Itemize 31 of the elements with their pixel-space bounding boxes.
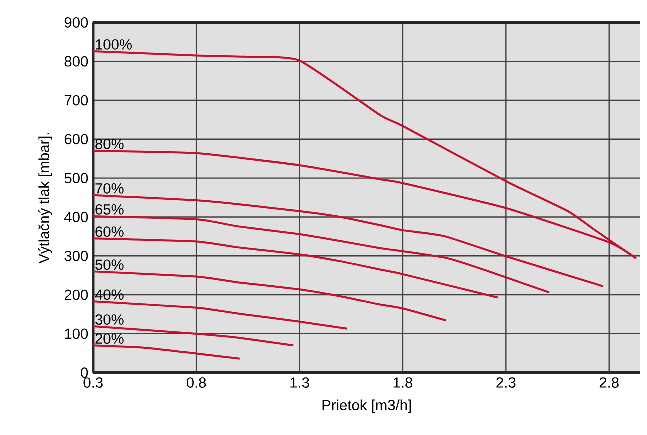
y-axis-title: Výtlačný tlak [mbar]. bbox=[38, 133, 52, 264]
x-tick-label: 0.3 bbox=[84, 378, 103, 388]
x-tick-label: 1.8 bbox=[394, 378, 413, 388]
y-tick-label: 600 bbox=[64, 134, 88, 145]
series-label: 20% bbox=[96, 334, 124, 344]
line-series bbox=[92, 194, 604, 288]
y-tick-label: 0 bbox=[81, 368, 88, 378]
y-tick-label: 300 bbox=[64, 251, 88, 262]
series-label: 50% bbox=[96, 260, 124, 270]
series-label: 70% bbox=[96, 184, 124, 194]
line-series bbox=[92, 300, 348, 330]
line-series bbox=[92, 344, 241, 360]
y-tick-label: 800 bbox=[64, 56, 88, 67]
y-tick-label: 700 bbox=[64, 95, 88, 106]
series-label: 65% bbox=[96, 204, 124, 215]
y-tick-label: 400 bbox=[64, 212, 88, 222]
series-label: 60% bbox=[96, 226, 124, 238]
x-tick-label: 2.8 bbox=[600, 378, 619, 388]
x-tick-label: 2.3 bbox=[496, 378, 516, 388]
x-tick-label: 1.3 bbox=[290, 378, 310, 388]
series-label: 100% bbox=[96, 40, 132, 50]
line-series bbox=[92, 238, 499, 299]
series-label: 30% bbox=[96, 314, 124, 326]
x-axis-title: Prietok [m3/h] bbox=[322, 400, 412, 414]
series-label: 80% bbox=[96, 139, 124, 150]
line-series bbox=[92, 326, 295, 347]
y-tick-label: 900 bbox=[64, 18, 88, 28]
y-tick-label: 200 bbox=[64, 290, 88, 300]
y-tick-label: 100 bbox=[65, 328, 88, 340]
y-tick-label: 500 bbox=[64, 173, 88, 184]
x-tick-label: 0.8 bbox=[186, 378, 206, 388]
